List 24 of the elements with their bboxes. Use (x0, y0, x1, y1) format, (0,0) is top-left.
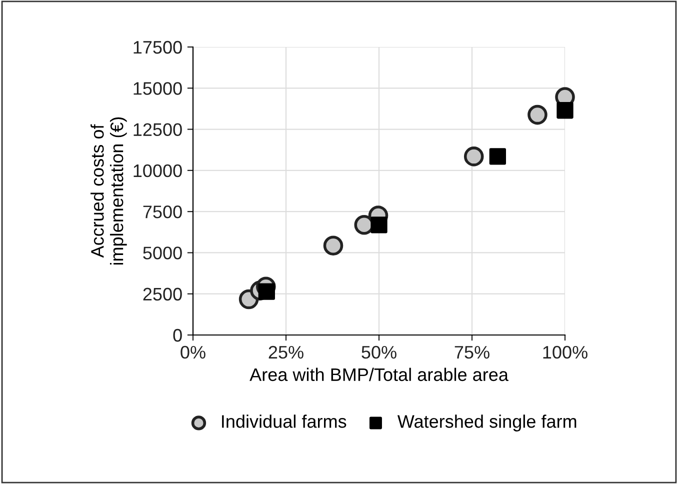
y-tick-label: 10000 (134, 164, 182, 178)
point (464, 146, 484, 166)
x-tick-label: 75% (454, 346, 490, 359)
x-tick-label: 50% (362, 346, 396, 359)
point (528, 104, 548, 125)
x-axis-title: Area with BMP/Total arable area (250, 368, 508, 382)
y-tick-label: 15000 (134, 82, 182, 95)
y-tick-label: 2500 (143, 288, 182, 301)
x-tick-label: 0% (180, 346, 206, 359)
legend-label: Individual farms (222, 414, 346, 428)
y-axis-title: Accrued costs of implementation (€) (90, 117, 127, 265)
point (258, 283, 275, 300)
point (323, 236, 344, 256)
y-tick-label: 17500 (134, 40, 182, 54)
y-tick-label: 12500 (134, 123, 182, 136)
point (370, 216, 388, 234)
x-tick-label: 100% (543, 346, 588, 359)
y-tick-label: 7500 (143, 206, 182, 218)
x-tick-label: 25% (268, 346, 304, 359)
y-tick-label: 0 (173, 328, 182, 342)
point (556, 102, 574, 119)
point (489, 148, 506, 165)
legend-label: Watershed single farm (397, 414, 576, 432)
y-tick-label: 5000 (143, 246, 182, 260)
